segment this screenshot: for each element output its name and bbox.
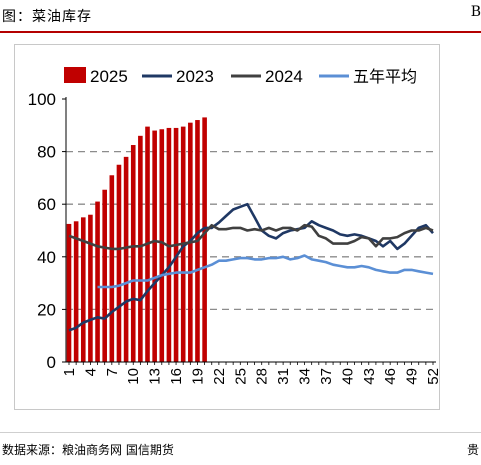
legend-item-five-year-avg-label: 五年平均 [353, 67, 417, 86]
y-tick-label: 80 [37, 143, 56, 162]
header-corner-mark: B [470, 4, 481, 20]
y-tick-label: 20 [37, 300, 56, 319]
bars-2025 [66, 117, 207, 363]
x-tick-label: 22 [211, 368, 228, 385]
x-tick-label: 28 [254, 368, 271, 385]
legend-item-2023-label: 2023 [176, 67, 214, 86]
bar-2025 [73, 221, 79, 362]
legend-item-2025-swatch [64, 67, 86, 83]
x-tick-label: 13 [147, 368, 164, 385]
bar-2025 [80, 217, 86, 362]
x-tick-label: 49 [404, 368, 421, 385]
legend-item-2024-label: 2024 [265, 67, 303, 86]
bar-2025 [66, 223, 72, 362]
x-tick-label: 40 [339, 368, 356, 385]
bar-2025 [130, 145, 136, 362]
footer-corner-mark: 贵 [466, 443, 479, 457]
bar-2025 [123, 156, 129, 362]
x-tick-label: 4 [82, 368, 99, 376]
x-tick-label: 34 [297, 368, 314, 385]
chart-title: 图：菜油库存 [2, 9, 92, 25]
y-tick-label: 0 [47, 353, 56, 372]
x-tick-label: 31 [275, 368, 292, 385]
x-tick-label: 37 [318, 368, 335, 385]
x-tick-label: 46 [382, 368, 399, 385]
bar-2025 [138, 135, 143, 362]
legend: 2025 2023 2024 五年平均 [64, 67, 417, 86]
x-tick-label: 19 [189, 368, 206, 385]
x-tick-label: 43 [361, 368, 378, 385]
bar-2025 [202, 117, 207, 362]
x-tick-label: 1 [61, 368, 78, 376]
bar-2025 [109, 175, 115, 362]
line-2024 [68, 223, 434, 251]
bar-2025 [116, 164, 122, 362]
legend-item-2025-label: 2025 [90, 67, 128, 86]
chart-frame [14, 44, 440, 410]
series-lines [68, 202, 434, 332]
title-rule [0, 31, 481, 33]
x-tick-label: 25 [232, 368, 249, 385]
bar-2025 [88, 214, 93, 362]
source-note: 数据来源：粮油商务网 国信期货 [2, 443, 174, 457]
x-tick-label: 52 [425, 368, 442, 385]
bar-2025 [159, 129, 165, 362]
x-tick-label: 16 [168, 368, 185, 385]
bar-2025 [95, 201, 100, 362]
y-tick-label: 40 [37, 248, 56, 267]
x-tick-label: 10 [125, 368, 142, 385]
y-tick-label: 100 [28, 90, 56, 109]
line-five-year-avg [97, 254, 434, 289]
y-tick-label: 60 [37, 195, 56, 214]
footer-rule [0, 432, 481, 433]
line-2023 [68, 202, 434, 332]
bar-2025 [102, 189, 107, 362]
bar-2025 [152, 130, 157, 362]
x-tick-label: 7 [104, 368, 121, 376]
